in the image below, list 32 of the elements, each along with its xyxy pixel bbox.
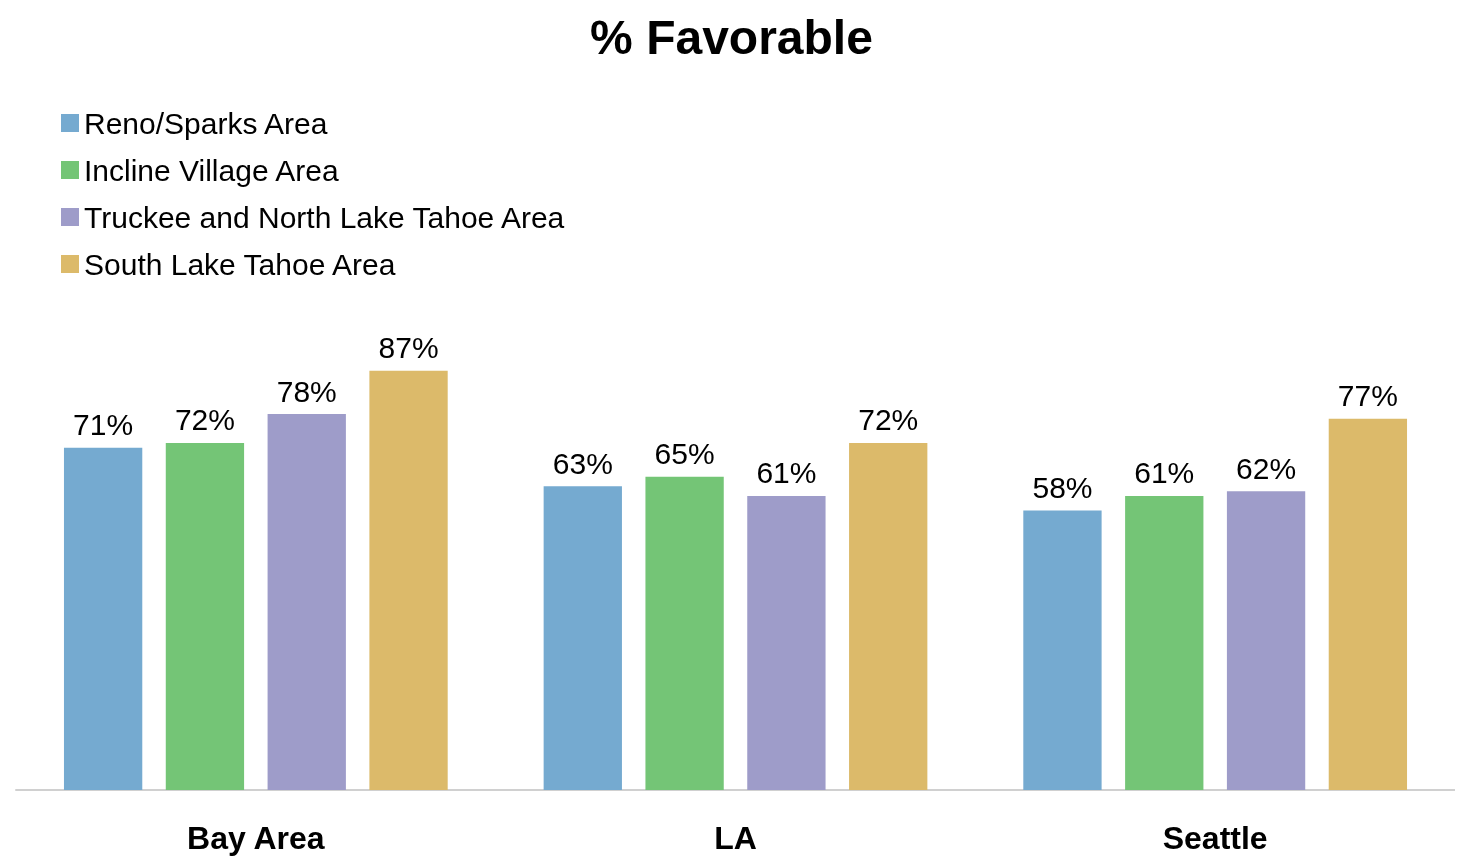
- legend-label: South Lake Tahoe Area: [84, 247, 396, 281]
- bar: [747, 495, 826, 790]
- bar: [543, 486, 622, 790]
- bar: [1226, 491, 1306, 790]
- x-tick-label: LA: [714, 820, 757, 856]
- data-label: 61%: [1134, 456, 1195, 490]
- bar: [1328, 418, 1408, 790]
- data-label: 63%: [552, 446, 613, 480]
- data-label: 72%: [174, 403, 235, 437]
- data-label: 61%: [756, 456, 817, 490]
- chart-title: % Favorable: [590, 10, 873, 64]
- x-tick-label: Bay Area: [187, 820, 325, 856]
- data-label: 62%: [1236, 451, 1297, 485]
- bar: [267, 414, 346, 790]
- data-label: 58%: [1032, 470, 1093, 504]
- data-label: 72%: [858, 403, 919, 437]
- data-label: 78%: [276, 374, 337, 408]
- data-label: 77%: [1337, 379, 1398, 413]
- legend-label: Incline Village Area: [84, 153, 339, 187]
- data-label: 87%: [378, 331, 439, 365]
- data-label: 65%: [654, 437, 715, 471]
- data-label: 71%: [73, 408, 134, 442]
- bar: [1125, 495, 1204, 790]
- bar: [1023, 510, 1102, 790]
- bar: [369, 370, 448, 790]
- bar: [849, 442, 928, 790]
- bar: [165, 442, 245, 790]
- bar: [645, 476, 724, 790]
- x-tick-label: Seattle: [1162, 820, 1268, 856]
- legend-label: Reno/Sparks Area: [84, 106, 328, 140]
- bar: [63, 447, 143, 790]
- legend-label: Truckee and North Lake Tahoe Area: [84, 200, 565, 234]
